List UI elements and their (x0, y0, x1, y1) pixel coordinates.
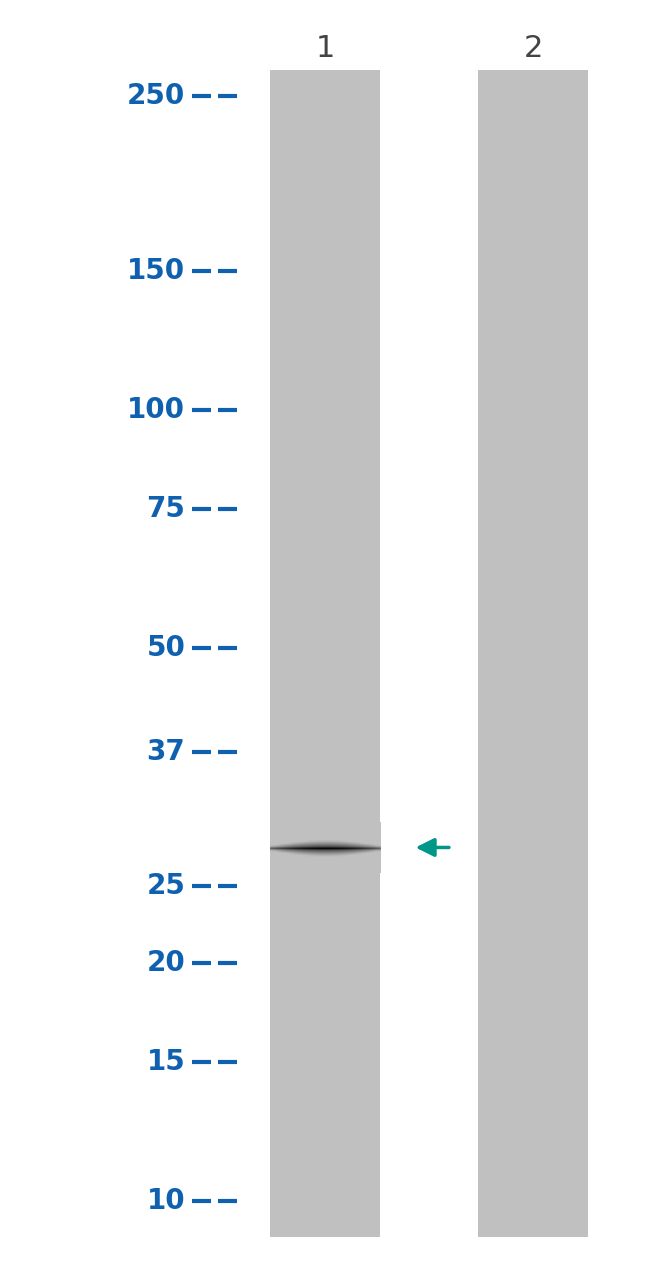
Bar (270, 70, 380, 1237)
Text: 1: 1 (315, 34, 335, 62)
Text: 25: 25 (146, 872, 185, 901)
Text: 20: 20 (146, 949, 185, 977)
Text: 15: 15 (146, 1048, 185, 1076)
Text: 250: 250 (127, 82, 185, 110)
Bar (478, 70, 588, 1237)
Text: 2: 2 (523, 34, 543, 62)
Text: 150: 150 (127, 258, 185, 286)
Text: 10: 10 (147, 1187, 185, 1214)
Text: 50: 50 (146, 634, 185, 662)
Text: 75: 75 (146, 495, 185, 523)
Text: 37: 37 (146, 737, 185, 765)
Text: 100: 100 (127, 396, 185, 424)
